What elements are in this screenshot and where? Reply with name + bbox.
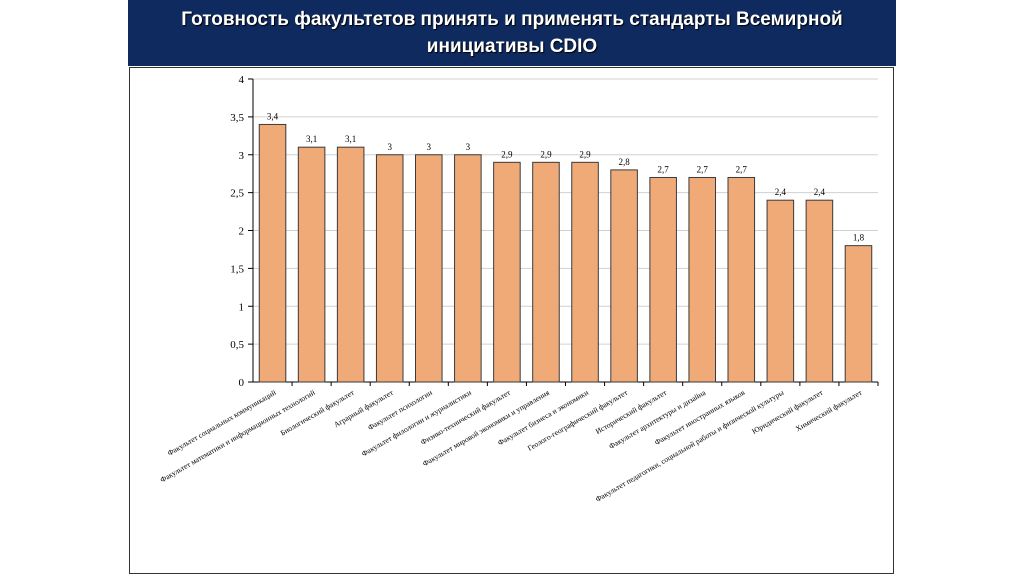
y-tick-label: 2,5 <box>230 188 244 200</box>
bar <box>375 154 404 383</box>
page-title-banner: Готовность факультетов принять и применя… <box>128 0 896 66</box>
data-label: 3,4 <box>267 111 279 121</box>
category-label: Факультет психологии <box>366 388 434 432</box>
y-tick-label: 3,5 <box>230 112 244 124</box>
y-tick-label: 1 <box>239 301 245 313</box>
bar <box>727 176 756 383</box>
data-label: 2,9 <box>540 149 552 159</box>
y-tick-label: 0,5 <box>230 339 244 351</box>
data-label: 3,1 <box>306 134 317 144</box>
page-title: Готовность факультетов принять и применя… <box>181 9 843 57</box>
bar <box>766 199 795 383</box>
bar <box>415 154 443 383</box>
bar <box>688 176 716 383</box>
data-label: 3,1 <box>345 134 356 144</box>
bar <box>571 161 599 383</box>
bar <box>336 146 365 383</box>
data-label: 3 <box>387 142 392 152</box>
bar <box>493 161 521 383</box>
category-label: Факультет математики и информационных те… <box>159 388 317 484</box>
bar <box>258 123 287 383</box>
y-tick-label: 3 <box>239 150 245 162</box>
data-label: 2,4 <box>814 187 826 197</box>
bar <box>610 169 638 383</box>
y-tick-label: 1,5 <box>230 263 244 275</box>
data-label: 2,4 <box>775 187 787 197</box>
bar <box>532 161 560 383</box>
bar <box>805 199 834 383</box>
category-label: Биологический факультет <box>279 388 357 438</box>
bar <box>297 146 326 383</box>
data-label: 2,8 <box>618 157 630 167</box>
bar <box>649 176 677 383</box>
data-label: 2,9 <box>579 149 591 159</box>
data-label: 1,8 <box>853 233 865 243</box>
y-tick-label: 0 <box>239 377 245 389</box>
bar <box>454 154 482 383</box>
category-label: Химический факультет <box>794 388 864 434</box>
bar <box>844 245 873 383</box>
data-label: 2,7 <box>697 164 709 174</box>
data-label: 2,7 <box>658 164 670 174</box>
y-tick-label: 2 <box>239 226 245 238</box>
data-label: 2,7 <box>736 164 748 174</box>
data-label: 3 <box>466 142 471 152</box>
category-label: Юридический факультет <box>750 388 825 436</box>
data-label: 3 <box>427 142 432 152</box>
data-label: 2,9 <box>501 149 513 159</box>
y-tick-label: 4 <box>239 74 245 86</box>
